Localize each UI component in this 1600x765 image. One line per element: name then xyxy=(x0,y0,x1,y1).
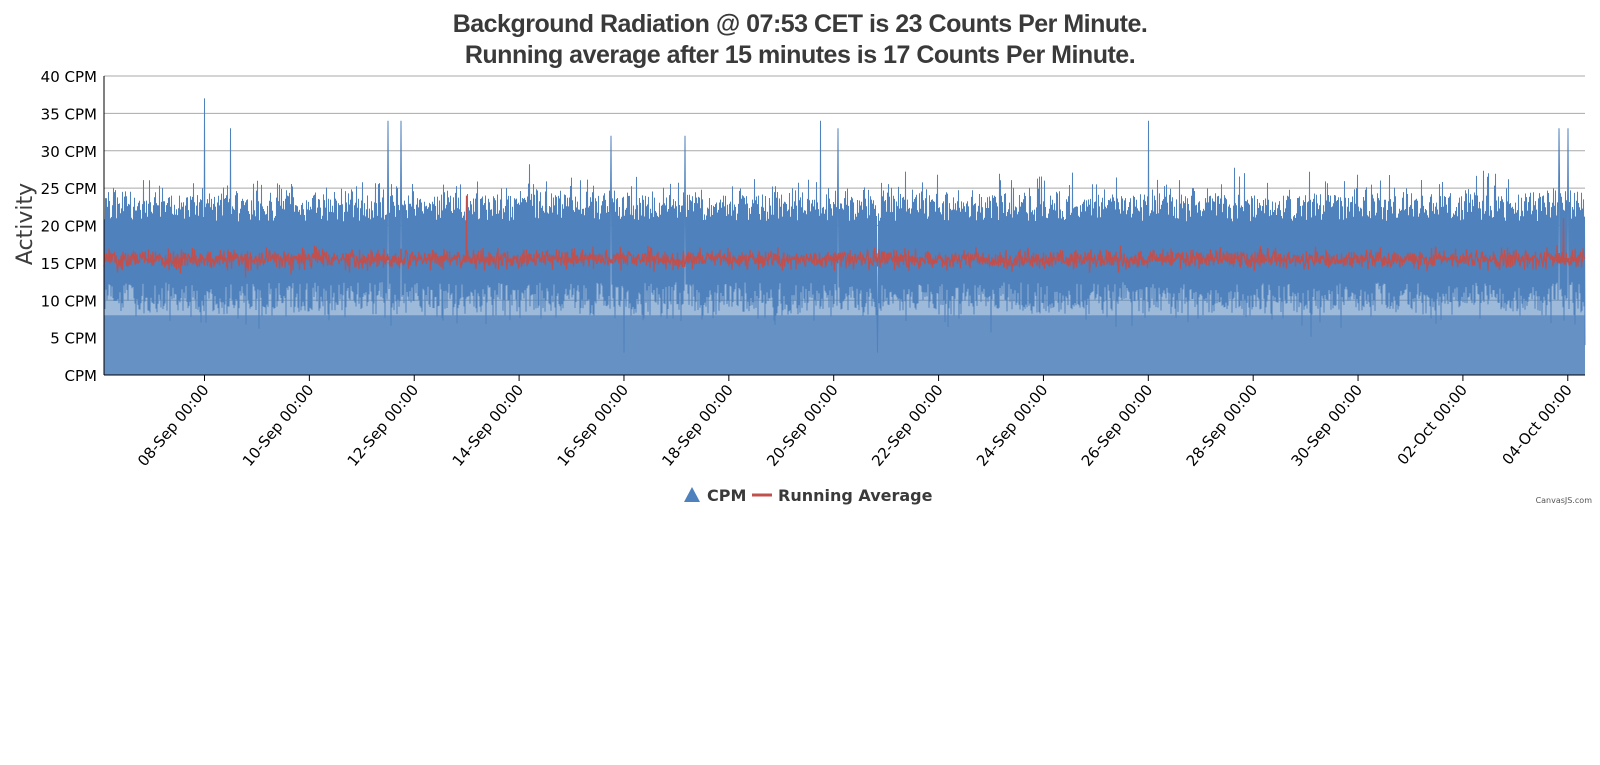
y-tick-label: 20 CPM xyxy=(41,218,97,236)
y-tick-label: 35 CPM xyxy=(41,105,97,123)
x-tick-label: 20-Sep 00:00 xyxy=(763,381,842,470)
y-tick-label: 25 CPM xyxy=(41,180,97,198)
triangle-marker-icon xyxy=(684,487,700,502)
y-axis-label: Activity xyxy=(13,183,38,265)
x-tick-label: 16-Sep 00:00 xyxy=(553,381,632,470)
legend[interactable]: CPM Running Average xyxy=(684,486,933,505)
y-tick-label: 40 CPM xyxy=(41,68,97,86)
x-tick-label: 12-Sep 00:00 xyxy=(344,381,423,470)
x-tick-label: 24-Sep 00:00 xyxy=(973,381,1052,470)
x-tick-label: 10-Sep 00:00 xyxy=(239,381,318,470)
legend-item-cpm[interactable]: CPM xyxy=(684,486,746,505)
x-tick-label: 22-Sep 00:00 xyxy=(868,381,947,470)
y-tick-label: 10 CPM xyxy=(41,292,97,310)
x-tick-label: 08-Sep 00:00 xyxy=(134,381,213,470)
x-tick-label: 18-Sep 00:00 xyxy=(658,381,737,470)
chart-subtitle: Running average after 15 minutes is 17 C… xyxy=(465,41,1135,69)
series-layer xyxy=(103,98,1586,376)
chart-title: Background Radiation @ 07:53 CET is 23 C… xyxy=(453,10,1148,38)
x-tick-label: 02-Oct 00:00 xyxy=(1394,381,1471,468)
legend-label-running-average: Running Average xyxy=(778,486,933,505)
y-tick-label: 30 CPM xyxy=(41,143,97,161)
legend-item-running-average[interactable]: Running Average xyxy=(752,486,933,505)
legend-label-cpm: CPM xyxy=(707,486,746,505)
y-tick-label: 5 CPM xyxy=(50,330,97,348)
x-tick-label: 28-Sep 00:00 xyxy=(1183,381,1262,470)
y-tick-label: CPM xyxy=(65,367,97,385)
radiation-chart: Background Radiation @ 07:53 CET is 23 C… xyxy=(13,10,1593,505)
x-tick-label: 14-Sep 00:00 xyxy=(449,381,528,470)
x-tick-label: 04-Oct 00:00 xyxy=(1499,381,1576,468)
chart-credit[interactable]: CanvasJS.com xyxy=(1536,496,1593,505)
y-tick-label: 15 CPM xyxy=(41,255,97,273)
chart-container: Background Radiation @ 07:53 CET is 23 C… xyxy=(13,10,1593,505)
running-average-line xyxy=(103,195,1586,278)
x-tick-label: 30-Sep 00:00 xyxy=(1287,381,1366,470)
x-tick-label: 26-Sep 00:00 xyxy=(1078,381,1157,470)
